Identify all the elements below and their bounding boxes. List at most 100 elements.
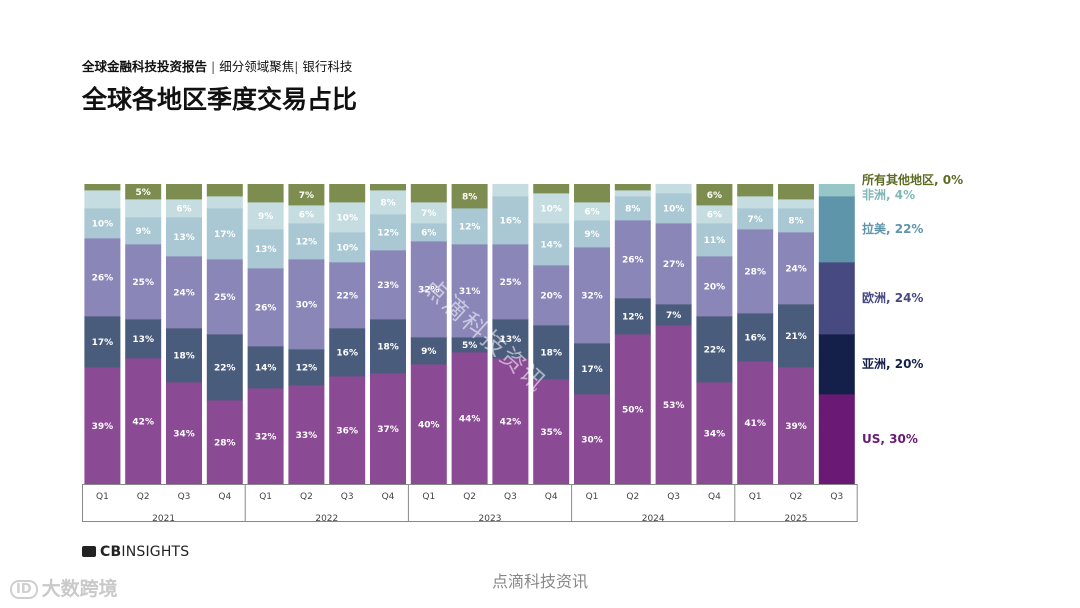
year-label: 2023 — [479, 514, 502, 524]
report-topic: 银行科技 — [302, 59, 353, 74]
bar-segment-europe-8 — [410, 241, 447, 338]
bar-segment-europe-14 — [655, 223, 692, 305]
bar-segment-other-3 — [206, 184, 243, 197]
bar-segment-africa-5 — [288, 205, 325, 224]
data-label: 8% — [380, 199, 395, 209]
bar-segment-other-17 — [778, 184, 814, 200]
bar-segment-asia-4 — [247, 346, 284, 389]
bar-segment-other-6 — [329, 184, 366, 203]
bar-segment-asia-8 — [410, 337, 447, 365]
brand-insights: INSIGHTS — [121, 544, 190, 560]
data-label: 18% — [540, 349, 562, 359]
bar-segment-africa-17 — [778, 199, 814, 209]
data-label: 6% — [707, 211, 722, 221]
data-label: 16% — [744, 334, 766, 344]
data-label: 5% — [136, 188, 151, 198]
bar-segment-europe-6 — [329, 262, 366, 329]
bar-segment-us-13 — [614, 334, 651, 485]
data-label: 34% — [704, 430, 726, 440]
data-label: 7% — [421, 209, 436, 219]
x-tick-label: Q3 — [341, 492, 354, 502]
bar-segment-africa-4 — [247, 202, 284, 230]
bar-segment-asia-11 — [533, 325, 570, 380]
bar-segment-other-11 — [533, 184, 570, 194]
data-label: 26% — [92, 274, 114, 284]
bar-segment-asia-7 — [370, 319, 406, 374]
data-label: 18% — [173, 352, 195, 362]
data-label: 17% — [581, 365, 603, 375]
source-credit: 点滴科技资讯 — [491, 572, 588, 591]
bar-segment-latam-3 — [206, 208, 243, 260]
data-label: 13% — [500, 335, 522, 345]
source-logo-left: ID 大数跨境 — [10, 574, 118, 601]
bar-segment-asia-16 — [737, 313, 774, 362]
data-label: 24% — [173, 289, 195, 299]
bar-segment-africa-12 — [574, 202, 610, 221]
x-tick-label: Q2 — [300, 492, 313, 502]
data-label: 28% — [744, 268, 766, 278]
data-label: 18% — [377, 343, 399, 353]
data-label: 30% — [581, 436, 603, 446]
x-tick-label: Q1 — [422, 492, 435, 502]
bar-segment-africa-1 — [125, 199, 162, 218]
report-subtitle: 全球金融科技投资报告 | 细分领域聚焦| 银行科技 — [82, 56, 352, 75]
bar-segment-latam-12 — [574, 220, 610, 248]
bar-segment-other-9 — [451, 184, 488, 209]
data-label: 20% — [704, 283, 726, 293]
bar-segment-asia-1 — [125, 319, 162, 359]
data-label: 27% — [663, 260, 685, 270]
bar-segment-africa-13 — [614, 190, 651, 197]
bar-segment-us-12 — [574, 394, 610, 485]
data-label: 12% — [377, 229, 399, 239]
data-label: 16% — [500, 217, 522, 227]
subtitle-separator-2: | — [294, 59, 299, 74]
bar-segment-africa-0 — [84, 190, 121, 209]
data-label: 36% — [336, 427, 358, 437]
bar-segment-africa-7 — [370, 190, 406, 215]
data-label: 13% — [132, 335, 154, 345]
source-logo-icon: ID — [10, 580, 38, 599]
bar-segment-asia-10 — [492, 319, 529, 359]
data-label: 21% — [785, 332, 807, 342]
page-title: 全球各地区季度交易占比 — [82, 85, 358, 114]
x-tick-label: Q3 — [504, 492, 517, 502]
bar-segment-us-5 — [288, 385, 325, 485]
data-label: 28% — [214, 439, 236, 449]
bar-segment-latam-14 — [655, 193, 692, 224]
subtitle-separator: | — [211, 59, 216, 74]
data-label: 7% — [748, 215, 763, 225]
data-label: 10% — [336, 244, 358, 254]
bar-segment-us-17 — [778, 367, 814, 485]
bar-segment-europe-2 — [166, 256, 202, 329]
bar-segment-europe-10 — [492, 244, 529, 320]
bar-segment-us-0 — [84, 367, 121, 485]
bar-segment-us-7 — [370, 373, 406, 485]
data-label: 10% — [92, 220, 114, 230]
bar-segment-us-14 — [655, 325, 692, 485]
legend-entry-latam: 拉美, 22% — [862, 221, 923, 236]
bar-segment-africa-3 — [206, 196, 243, 209]
data-label: 32% — [255, 433, 277, 443]
bar-segment-other-5 — [288, 184, 325, 206]
bar-segment-africa-8 — [410, 202, 447, 224]
data-label: 22% — [336, 292, 358, 302]
x-tick-label: Q2 — [137, 492, 150, 502]
bar-segment-other-8 — [410, 184, 447, 203]
data-label: 26% — [255, 304, 277, 314]
data-label: 10% — [540, 205, 562, 215]
bar-segment-europe-9 — [451, 244, 488, 338]
data-label: 13% — [173, 233, 195, 243]
bar-segment-asia-2 — [166, 328, 202, 383]
bar-segment-us-15 — [696, 382, 733, 485]
data-label: 8% — [462, 193, 477, 203]
data-label: 12% — [459, 223, 481, 233]
data-label: 37% — [377, 425, 399, 435]
bar-segment-us-4 — [247, 388, 284, 485]
x-tick-label: Q3 — [830, 492, 843, 502]
data-label: 44% — [459, 415, 481, 425]
bar-segment-other-16 — [737, 184, 774, 197]
data-label: 31% — [459, 287, 481, 297]
bar-segment-latam-5 — [288, 223, 325, 260]
bar-segment-other-2 — [166, 184, 202, 200]
